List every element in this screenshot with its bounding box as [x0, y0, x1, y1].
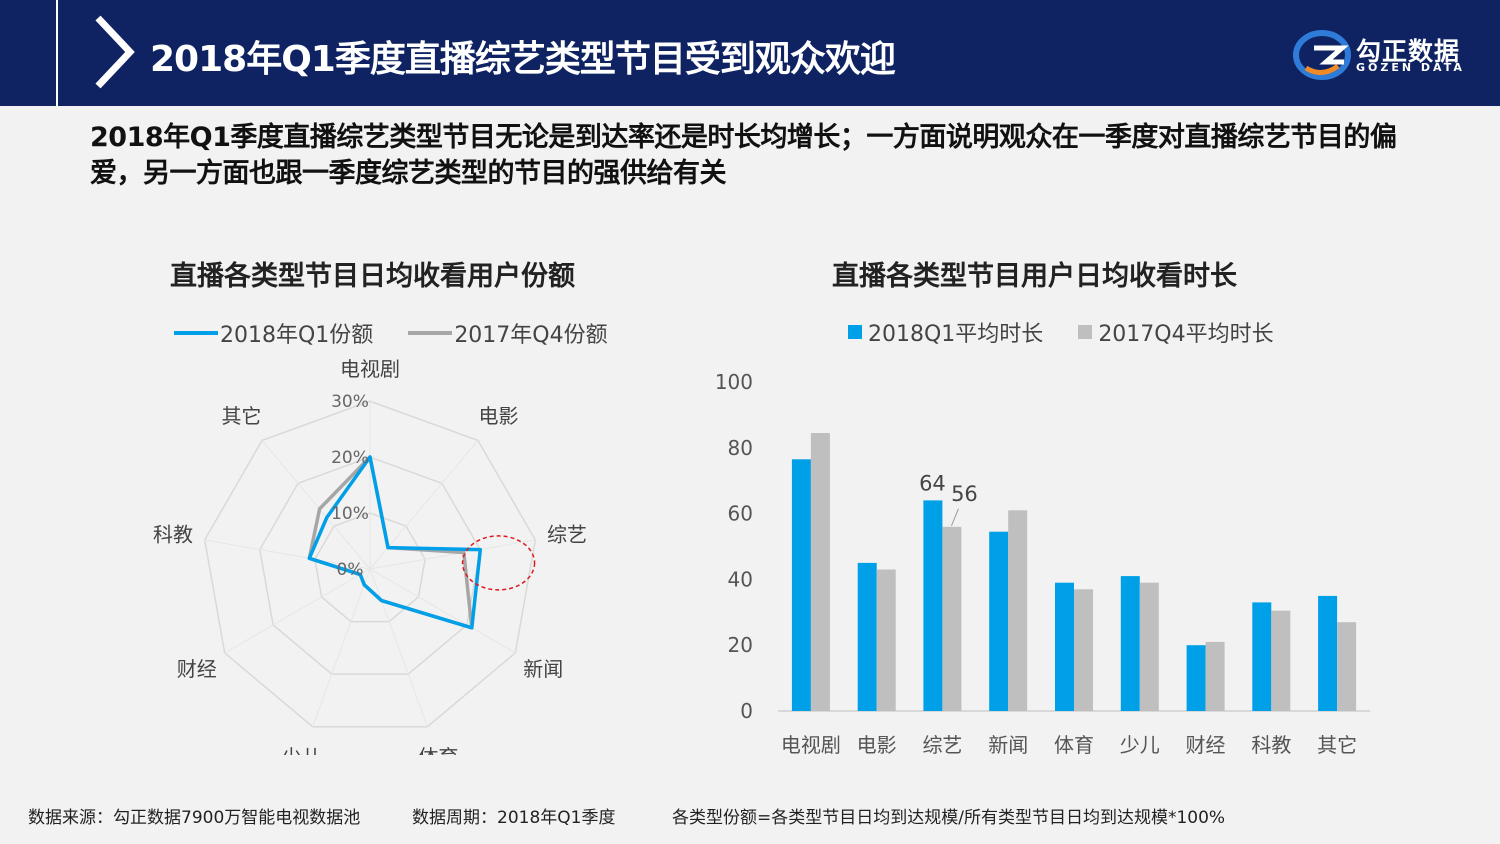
gozen-logo-icon	[1293, 30, 1351, 80]
radar-category-label: 新闻	[523, 657, 563, 681]
bar-2018q1	[1252, 602, 1272, 711]
radar-category-label: 体育	[418, 745, 458, 755]
radar-grid-ring	[314, 512, 426, 623]
bar-2018q1	[923, 500, 943, 711]
bar-chart: 0 20 40 60 80 100 电视剧 电影 综艺 新闻 体育 少儿 财经 科教 其它 64 56	[715, 370, 1370, 757]
legend-swatch-blue	[848, 325, 862, 339]
data-label-2018q1-variety: 64	[919, 471, 946, 495]
radar-grid-ring	[259, 456, 481, 675]
x-tick-label: 新闻	[988, 733, 1028, 757]
radar-series-2018q1	[307, 455, 483, 630]
radar-spoke	[224, 568, 371, 654]
bar-2017q4	[876, 569, 896, 711]
radar-category-label: 综艺	[547, 522, 587, 546]
x-tick-label: 体育	[1054, 733, 1094, 757]
y-tick-label: 0	[740, 699, 753, 723]
logo-text-en: GOZEN DATA	[1356, 61, 1465, 74]
bar-2018q1	[1186, 645, 1206, 711]
radar-spoke	[204, 539, 371, 570]
bar-2017q4	[942, 526, 962, 711]
bar-2017q4	[1271, 610, 1291, 711]
y-tick-label: 40	[728, 567, 753, 591]
y-tick-label: 100	[715, 370, 753, 394]
radar-tick-label: 20%	[331, 448, 369, 468]
summary-text: 2018年Q1季度直播综艺类型节目无论是到达率还是时长均增长；一方面说明观众在一…	[90, 122, 1397, 189]
data-label-2017q4-variety: 56	[951, 482, 978, 506]
x-tick-label: 电影	[857, 733, 897, 757]
footer-source: 数据来源：勾正数据7900万智能电视数据池	[28, 808, 361, 828]
legend-swatch-blue	[174, 331, 218, 335]
radar-spoke	[369, 539, 536, 570]
radar-tick-label: 0%	[337, 560, 364, 580]
bar-2018q1	[1318, 595, 1338, 711]
logo-text-cn: 勾正数据	[1356, 37, 1461, 66]
legend-item-2018q1-duration: 2018Q1平均时长	[848, 316, 1043, 348]
radar-spoke	[369, 568, 516, 654]
radar-tick-label: 10%	[331, 504, 369, 524]
legend-label: 2018年Q1份额	[220, 323, 374, 348]
footer-formula: 各类型份额=各类型节目日均到达规模/所有类型节目日均到达规模*100%	[672, 808, 1226, 828]
x-tick-label: 财经	[1186, 733, 1226, 757]
radar-category-label: 科教	[153, 522, 193, 546]
y-tick-label: 60	[728, 502, 753, 526]
bar-2017q4	[1139, 582, 1159, 711]
bar-2017q4	[810, 433, 830, 711]
gozen-logo: 勾正数据 GOZEN DATA	[1292, 28, 1482, 84]
y-tick-label: 80	[728, 436, 753, 460]
radar-category-label: 电影	[479, 404, 519, 428]
legend-item-2017q4-duration: 2017Q4平均时长	[1078, 316, 1274, 348]
x-tick-label: 其它	[1317, 733, 1357, 757]
bar-2017q4	[1205, 641, 1225, 711]
legend-label: 2017年Q4份额	[454, 323, 608, 348]
radar-category-label: 财经	[177, 657, 217, 681]
header-bar: 2018年Q1季度直播综艺类型节目受到观众欢迎 勾正数据 GOZEN DATA	[0, 0, 1500, 106]
radar-spoke	[261, 439, 371, 570]
bar-2017q4	[1008, 510, 1028, 711]
x-tick-label: 综艺	[922, 733, 962, 757]
footer-period: 数据周期：2018年Q1季度	[412, 808, 616, 828]
legend-label: 2017Q4平均时长	[1098, 322, 1274, 347]
y-tick-label: 20	[728, 633, 753, 657]
radar-legend: 2018年Q1份额 2017年Q4份额	[174, 316, 636, 349]
bar-2018q1	[1120, 576, 1140, 711]
bar-2018q1	[791, 459, 811, 711]
radar-category-label: 少儿	[282, 745, 322, 755]
chevron-right-icon	[95, 15, 135, 89]
radar-category-label: 其它	[221, 404, 261, 428]
radar-chart-title: 直播各类型节目日均收看用户份额	[170, 261, 575, 292]
radar-grid-ring	[203, 400, 537, 728]
bar-2017q4	[1074, 589, 1093, 711]
bar-legend: 2018Q1平均时长 2017Q4平均时长	[848, 316, 1302, 348]
highlight-ellipse	[461, 535, 536, 591]
x-tick-label: 电视剧	[781, 733, 841, 757]
bar-2018q1	[1055, 582, 1074, 711]
legend-swatch-gray	[408, 331, 453, 335]
radar-spoke	[369, 568, 428, 728]
radar-tick-label: 30%	[331, 392, 369, 412]
bar-2018q1	[989, 531, 1009, 711]
bar-2018q1	[857, 562, 877, 711]
x-tick-label: 少儿	[1120, 733, 1160, 757]
legend-swatch-gray	[1078, 325, 1093, 339]
legend-label: 2018Q1平均时长	[868, 322, 1044, 347]
bar-2017q4	[1337, 622, 1357, 711]
radar-category-label: 电视剧	[340, 357, 400, 381]
page-title: 2018年Q1季度直播综艺类型节目受到观众欢迎	[150, 39, 896, 80]
data-label-leader	[950, 508, 959, 526]
legend-item-2018q1-share: 2018年Q1份额	[174, 317, 373, 349]
legend-item-2017q4-share: 2017年Q4份额	[408, 317, 608, 349]
bar-chart-title: 直播各类型节目用户日均收看时长	[832, 261, 1237, 292]
x-tick-label: 科教	[1251, 733, 1291, 757]
header-divider	[56, 0, 58, 106]
radar-spoke	[312, 568, 371, 728]
